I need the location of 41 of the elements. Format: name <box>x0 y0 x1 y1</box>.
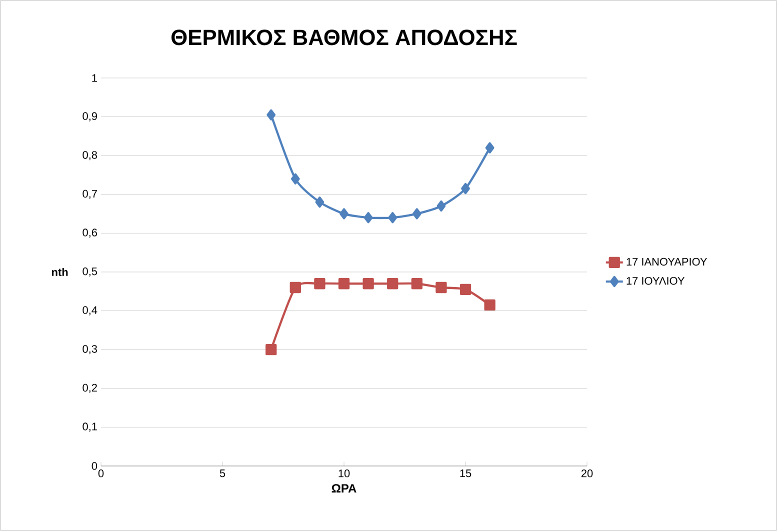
point <box>290 282 301 294</box>
x-tick-label: 15 <box>460 470 472 478</box>
y-axis-title: nth <box>52 268 68 276</box>
point <box>412 208 422 220</box>
point <box>388 212 398 224</box>
y-tick-label: 0,8 <box>82 151 98 160</box>
x-tick-label: 5 <box>220 470 226 478</box>
x-axis-title: ΩΡΑ <box>332 484 356 492</box>
y-tick-label: 0 <box>92 462 98 470</box>
y-tick-label: 0,4 <box>82 306 98 316</box>
point <box>266 109 276 120</box>
y-tick-label: 0,7 <box>82 190 97 199</box>
point <box>411 278 422 290</box>
y-tick-label: 1 <box>92 74 97 82</box>
point <box>364 212 373 224</box>
legend-label: 17 ΙΑΝΟΥΑΡΙΟΥ <box>626 258 708 266</box>
x-tick-label: 10 <box>338 470 350 478</box>
chart-title: ΘΕΡΜΙΚΟΣ ΒΑΘΜΟΣ ΑΠΟΔΟΣΗΣ <box>171 30 517 46</box>
point <box>436 282 447 294</box>
y-tick-label: 0,5 <box>82 267 98 277</box>
point <box>436 200 446 212</box>
point <box>387 278 398 290</box>
y-tick-label: 0,6 <box>82 228 98 238</box>
legend-label: 17 ΙΟΥΛΙΟΥ <box>626 276 685 285</box>
x-tick-label: 0 <box>98 470 104 478</box>
x-tick-label: 20 <box>581 470 593 478</box>
y-tick-label: 0,3 <box>82 345 98 354</box>
y-tick-label: 0,1 <box>82 422 97 432</box>
point <box>485 142 494 154</box>
point <box>314 278 326 290</box>
point <box>461 182 470 194</box>
point <box>460 284 472 296</box>
point <box>266 344 277 356</box>
y-tick-label: 0,2 <box>82 384 97 393</box>
point <box>338 278 350 290</box>
point <box>340 208 348 220</box>
point <box>315 196 324 208</box>
point <box>290 173 300 184</box>
point <box>484 299 496 311</box>
point <box>362 278 374 290</box>
y-tick-label: 0,9 <box>82 112 97 122</box>
